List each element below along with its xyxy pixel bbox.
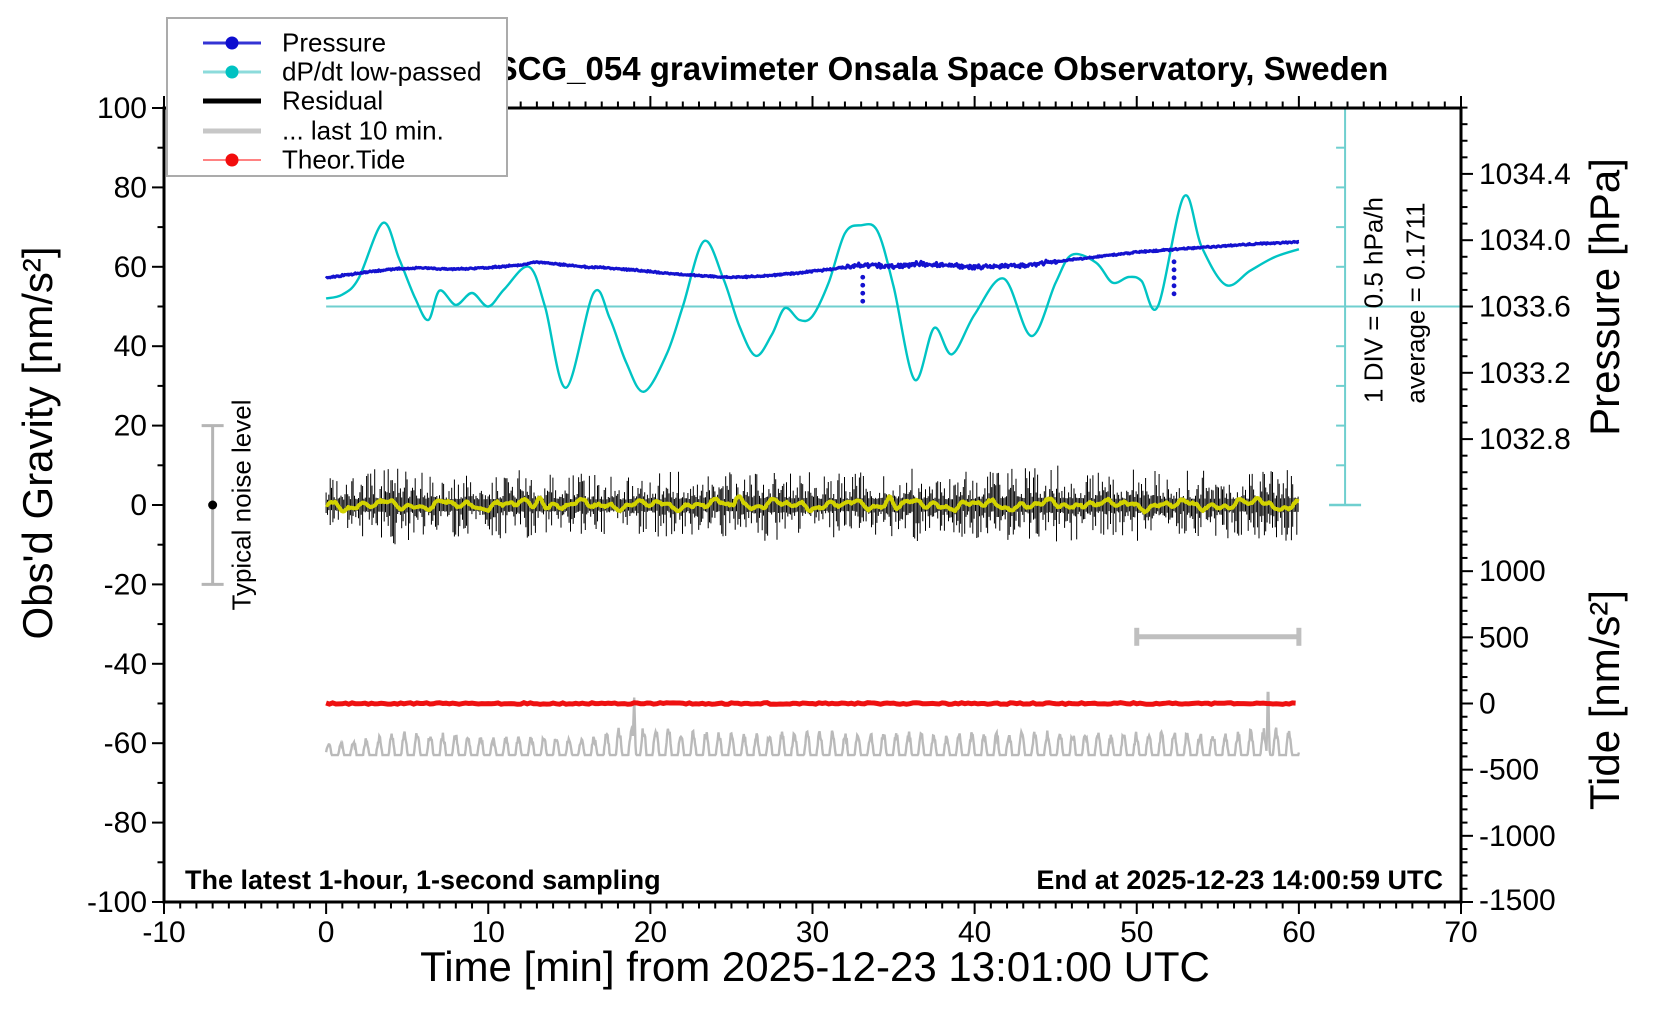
svg-text:1034.4: 1034.4 [1479,158,1571,191]
legend-row-residual: Residual [168,85,506,116]
svg-text:20: 20 [634,916,667,949]
svg-text:-80: -80 [104,807,147,840]
svg-text:1033.2: 1033.2 [1479,357,1571,390]
svg-text:60: 60 [114,251,147,284]
average-note: average = 0.1711 [1400,202,1431,404]
legend-label-pressure: Pressure [282,27,387,58]
legend-row-theortide: Theor.Tide [168,144,506,175]
svg-text:50: 50 [1120,916,1153,949]
legend: Pressure dP/dt low-passed Residual ... l… [166,17,508,177]
noise-level-note: Typical noise level [226,399,257,611]
svg-text:-10: -10 [142,916,185,949]
svg-text:0: 0 [130,489,147,522]
svg-text:-1500: -1500 [1479,884,1556,917]
svg-text:10: 10 [472,916,505,949]
plot-title: SCG_054 gravimeter Onsala Space Observat… [495,50,1389,87]
div-scale-note: 1 DIV = 0.5 hPa/h [1358,197,1389,403]
svg-text:-500: -500 [1479,754,1539,787]
svg-text:70: 70 [1444,916,1477,949]
legend-row-last10: ... last 10 min. [168,115,506,146]
svg-text:100: 100 [97,92,147,125]
svg-text:40: 40 [958,916,991,949]
footer-end-time: End at 2025-12-23 14:00:59 UTC [1036,865,1443,895]
svg-text:0: 0 [318,916,335,949]
svg-text:20: 20 [114,410,147,443]
gravity-axis-title: Obs'd Gravity [nm/s²] [14,246,61,640]
svg-text:1033.6: 1033.6 [1479,291,1571,324]
svg-text:1034.0: 1034.0 [1479,224,1571,257]
svg-text:1032.8: 1032.8 [1479,423,1571,456]
svg-text:30: 30 [796,916,829,949]
tide-axis-title: Tide [nm/s²] [1581,589,1628,811]
svg-text:40: 40 [114,330,147,363]
legend-label-last10: ... last 10 min. [282,115,444,146]
legend-row-pressure: Pressure [168,27,506,58]
svg-text:500: 500 [1479,621,1529,654]
svg-text:-40: -40 [104,648,147,681]
svg-text:60: 60 [1282,916,1315,949]
footer-sampling-note: The latest 1-hour, 1-second sampling [185,865,661,895]
svg-text:-100: -100 [87,886,147,919]
legend-label-theortide: Theor.Tide [282,144,406,175]
time-axis-title: Time [min] from 2025-12-23 13:01:00 UTC [420,943,1210,990]
legend-row-dpdt: dP/dt low-passed [168,56,506,87]
svg-text:80: 80 [114,171,147,204]
svg-text:-1000: -1000 [1479,820,1556,853]
pressure-axis-title: Pressure [hPa] [1581,158,1628,436]
svg-text:0: 0 [1479,688,1496,721]
svg-text:-60: -60 [104,727,147,760]
svg-text:-20: -20 [104,568,147,601]
svg-text:1000: 1000 [1479,555,1546,588]
legend-label-dpdt: dP/dt low-passed [282,56,482,87]
legend-label-residual: Residual [282,85,384,116]
